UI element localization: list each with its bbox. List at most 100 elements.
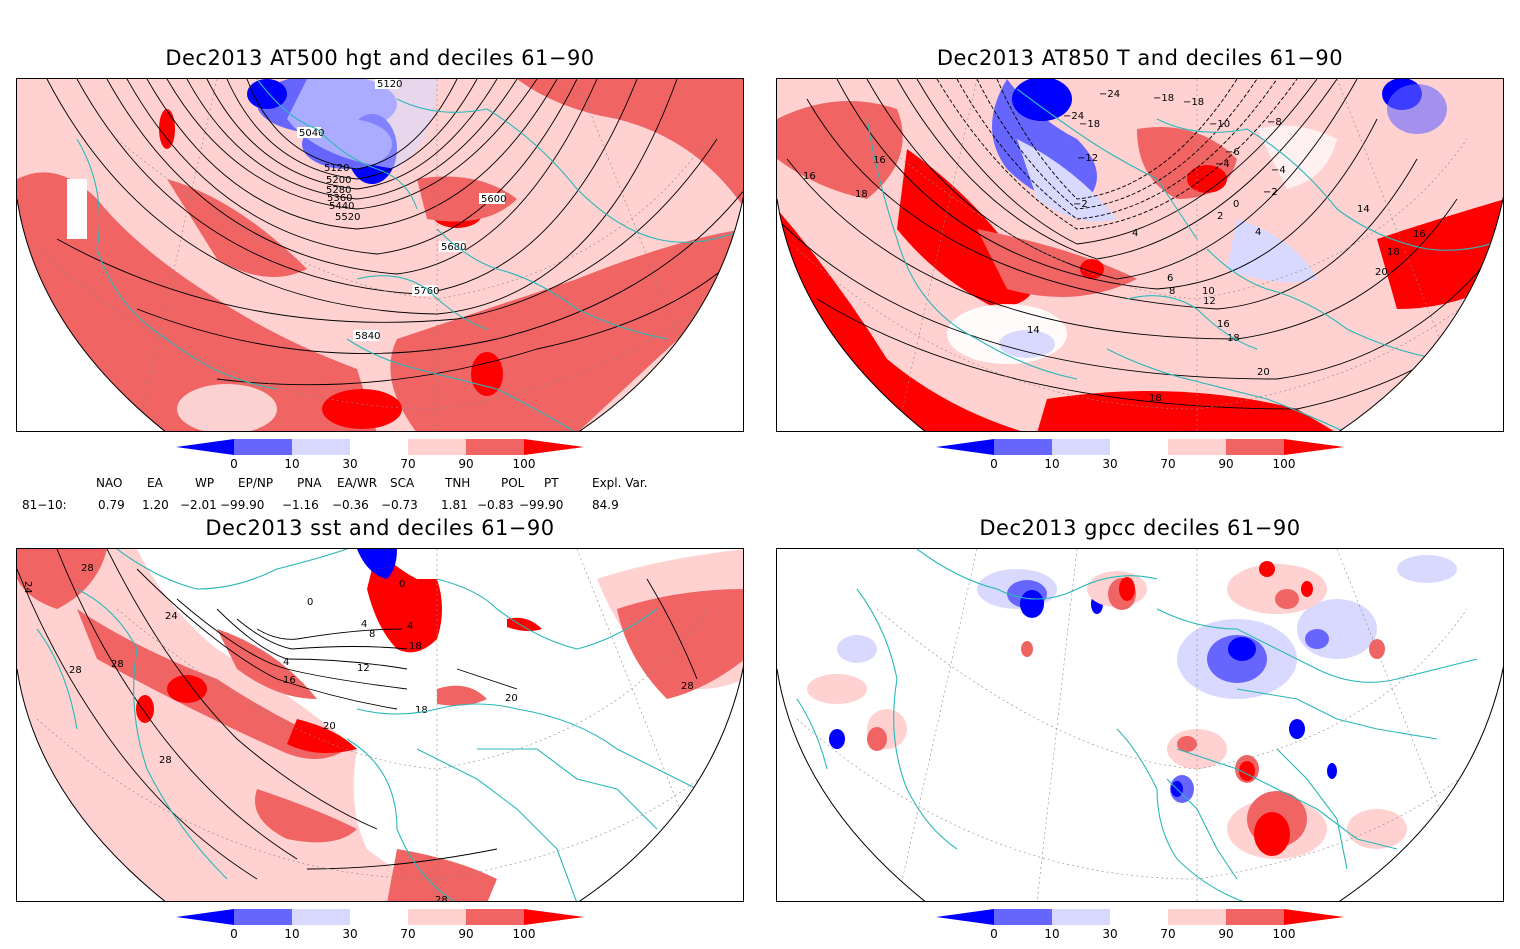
colorbar-tick: 30	[342, 457, 358, 471]
contour-label: 5440	[329, 201, 354, 212]
colorbar-tick: 70	[400, 457, 416, 471]
index-header: PT	[544, 476, 559, 490]
map-sst: 24 28 28 24 28 28 0 0 4 4 8 4 12 16 18 2…	[16, 548, 744, 902]
colorbar-segment	[1168, 439, 1226, 455]
contour-label: −8	[1267, 117, 1282, 128]
contour-label: 8	[1169, 286, 1175, 297]
colorbar-segment	[408, 439, 466, 455]
contour-label: 20	[505, 693, 518, 704]
index-value: −0.83	[477, 498, 514, 512]
contour-label: 16	[283, 675, 296, 686]
contour-label: 5120	[324, 163, 349, 174]
contour-label: −10	[1209, 119, 1230, 130]
colorbar-tick: 100	[1272, 927, 1296, 941]
contour-label: −12	[1077, 153, 1098, 164]
contour-label: 16	[1217, 319, 1230, 330]
contour-label: −18	[1183, 97, 1204, 108]
colorbar-segment	[350, 909, 408, 925]
contour-label: 20	[323, 721, 336, 732]
contour-label: 6	[1167, 273, 1173, 284]
colorbar-segment	[350, 439, 408, 455]
colorbar-top-left: 0 10 30 70 90 100	[176, 439, 596, 479]
colorbar-top-right: 0 10 30 70 90 100	[936, 439, 1356, 479]
contour-label: 0	[399, 579, 405, 590]
colorbar-tick: 0	[990, 927, 998, 941]
index-header: EA	[147, 476, 163, 490]
colorbar-segment	[408, 909, 466, 925]
contour-label: 16	[873, 155, 886, 166]
colorbar-segment	[234, 909, 292, 925]
colorbar-segment	[1110, 909, 1168, 925]
index-value: −99.90	[220, 498, 265, 512]
contour-label: 5840	[355, 331, 380, 342]
colorbar-segment	[466, 909, 524, 925]
contour-label: 4	[283, 657, 289, 668]
colorbar-segment	[1110, 439, 1168, 455]
panel-title-sst: Dec2013 sst and deciles 61−90	[205, 516, 555, 540]
index-value: 0.79	[98, 498, 125, 512]
index-header: SCA	[390, 476, 415, 490]
colorbar-tick: 10	[1044, 927, 1060, 941]
contour-label: 5120	[377, 79, 402, 90]
contour-label: 14	[1357, 204, 1370, 215]
index-value: 1.20	[142, 498, 169, 512]
contour-label: 5040	[299, 128, 324, 139]
contour-label: 10	[1202, 286, 1215, 297]
index-value: 1.81	[441, 498, 468, 512]
contour-label: 28	[69, 665, 82, 676]
contour-label: 18	[855, 189, 868, 200]
contour-label: 12	[357, 663, 370, 674]
contour-label: −2	[1263, 187, 1278, 198]
contour-label: 8	[369, 629, 375, 640]
colorbar-segment	[1226, 909, 1284, 925]
contour-label: 28	[111, 659, 124, 670]
colorbar-segment	[936, 909, 994, 925]
colorbar-tick: 0	[230, 927, 238, 941]
contour-label: 24	[22, 581, 33, 594]
index-header: EP/NP	[238, 476, 274, 490]
colorbar-tick: 10	[1044, 457, 1060, 471]
contour-label: 5680	[441, 242, 466, 253]
colorbar-segment	[524, 439, 584, 455]
contour-label: 18	[415, 705, 428, 716]
index-header: EA/WR	[337, 476, 378, 490]
map-gpcc	[776, 548, 1504, 902]
colorbar-tick: 100	[512, 927, 536, 941]
colorbar-tick: 100	[1272, 457, 1296, 471]
contour-label: −6	[1225, 147, 1240, 158]
contour-label: −24	[1099, 89, 1120, 100]
colorbar-tick: 0	[990, 457, 998, 471]
colorbar-segment	[176, 439, 234, 455]
contour-label: 5520	[335, 212, 360, 223]
contour-label: 0	[1233, 199, 1239, 210]
contour-label: −18	[1153, 93, 1174, 104]
colorbar-tick: 30	[1102, 927, 1118, 941]
index-value: −1.16	[282, 498, 319, 512]
colorbar-segment	[994, 909, 1052, 925]
contour-label: 0	[307, 597, 313, 608]
colorbar-tick: 70	[1160, 457, 1176, 471]
colorbar-tick: 90	[458, 927, 474, 941]
contour-label: −2	[1073, 199, 1088, 210]
colorbar-segment	[1284, 909, 1344, 925]
colorbar-segment	[176, 909, 234, 925]
colorbar-segment	[1052, 909, 1110, 925]
index-value: −2.01	[180, 498, 217, 512]
panel-title-gpcc: Dec2013 gpcc deciles 61−90	[979, 516, 1301, 540]
contour-label: 5760	[414, 286, 439, 297]
map-t850: −24 −18 −18 −24 −18 −12 −10 −8 −6 −4 −4 …	[776, 78, 1504, 432]
map-hgt500-graphic: 5120 5040 5120 5200 5280 5360 5440 5520 …	[17, 79, 743, 431]
contour-label: 16	[1413, 229, 1426, 240]
colorbar-segment	[1226, 439, 1284, 455]
colorbar-segment	[1168, 909, 1226, 925]
colorbar-segment	[524, 909, 584, 925]
colorbar-tick: 30	[1102, 457, 1118, 471]
index-header: PNA	[297, 476, 322, 490]
index-header: Expl. Var.	[592, 476, 648, 490]
contour-label: −4	[1271, 165, 1286, 176]
panel-title-hgt500: Dec2013 AT500 hgt and deciles 61−90	[165, 46, 595, 70]
colorbar-segment	[292, 909, 350, 925]
map-sst-graphic: 24 28 28 24 28 28 0 0 4 4 8 4 12 16 18 2…	[17, 549, 743, 901]
contour-label: 12	[1203, 296, 1216, 307]
contour-label: 4	[407, 621, 413, 632]
